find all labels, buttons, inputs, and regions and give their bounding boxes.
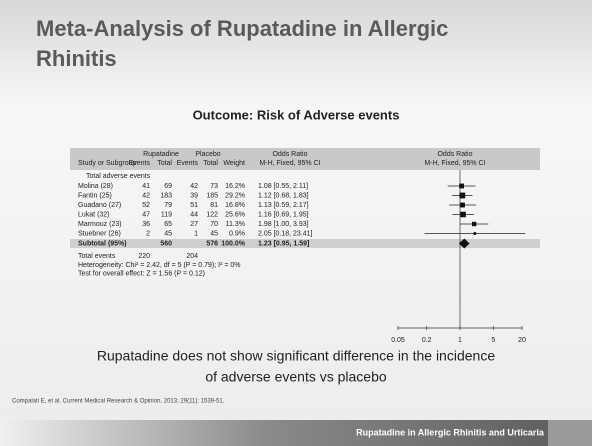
table-cell: 29.2%: [225, 192, 245, 199]
table-cell: Events: [177, 160, 199, 167]
table-cell: 69: [164, 183, 172, 190]
table-cell: 1.12 [0.68, 1.83]: [258, 192, 309, 199]
table-cell: 81: [210, 202, 218, 209]
footer: Rupatadine in Allergic Rhinitis and Urti…: [356, 427, 545, 437]
subtitle: Outcome: Risk of Adverse events: [193, 107, 400, 122]
table-cell: 45: [210, 230, 218, 237]
table-header-bg: [70, 148, 540, 170]
table-cell: M-H, Fixed, 95% CI: [424, 160, 485, 167]
table-cell: 2: [146, 230, 150, 237]
table-cell: Stuebner (26): [78, 230, 121, 237]
table-cell: 0.9%: [229, 230, 245, 237]
axis-tick-label: 1: [458, 337, 462, 344]
table-cell: 2.05 [0.18, 23.41]: [258, 230, 313, 237]
table-cell: 204: [186, 253, 198, 260]
table-cell: 27: [190, 221, 198, 228]
table-cell: 51: [190, 202, 198, 209]
citation: Compalati E, et al. Current Medical Rese…: [12, 399, 225, 405]
table-cell: 65: [164, 221, 172, 228]
table-cell: Total adverse events: [86, 173, 151, 180]
table-cell: 1.23 [0.95, 1.59]: [258, 240, 309, 247]
table-cell: M-H, Fixed, 95% CI: [259, 160, 320, 167]
table-cell: 45: [164, 230, 172, 237]
table-cell: 576: [206, 240, 218, 247]
table-cell: Odds Ratio: [437, 151, 472, 158]
table-cell: Marmouz (23): [78, 221, 122, 228]
study-marker: [459, 192, 466, 199]
table-cell: 52: [142, 202, 150, 209]
title: Rhinitis: [36, 46, 117, 71]
table-cell: 41: [142, 183, 150, 190]
table-cell: 47: [142, 211, 150, 218]
study-marker: [459, 183, 465, 189]
table-cell: 16.8%: [225, 202, 245, 209]
table-cell: Heterogeneity: Chi² = 2.42, df = 5 (P = …: [78, 262, 241, 269]
title: Meta-Analysis of Rupatadine in Allergic: [36, 16, 448, 41]
table-cell: 42: [190, 183, 198, 190]
table-cell: Fantin (25): [78, 192, 112, 199]
table-cell: Placebo: [195, 151, 220, 158]
axis-tick-label: 20: [518, 337, 526, 344]
table-cell: 220: [138, 253, 150, 260]
conclusion: of adverse events vs placebo: [205, 369, 387, 385]
table-cell: 1.98 [1.00, 3.93]: [258, 221, 309, 228]
table-cell: 560: [160, 240, 172, 247]
table-cell: Test for overall effect: Z = 1.56 (P = 0…: [78, 270, 205, 277]
table-cell: 36: [142, 221, 150, 228]
study-marker: [460, 202, 465, 208]
table-cell: Total: [203, 160, 218, 167]
table-cell: 100.0%: [221, 240, 246, 247]
table-cell: 122: [206, 211, 218, 218]
table-cell: Odds Ratio: [272, 151, 307, 158]
table-cell: Events: [129, 160, 151, 167]
table-cell: 25.6%: [225, 211, 245, 218]
footer-bar: [0, 420, 592, 446]
axis-tick-label: 0.05: [391, 337, 405, 344]
table-cell: Rupatadine: [143, 151, 179, 158]
table-cell: 185: [206, 192, 218, 199]
table-cell: 1.08 [0.55, 2.11]: [258, 183, 308, 190]
table-cell: 11.3%: [226, 221, 245, 228]
table-cell: Weight: [223, 160, 245, 167]
footer-block: [548, 420, 592, 446]
table-cell: 79: [164, 202, 172, 209]
table-cell: Study or Subgroup: [78, 160, 136, 167]
table-cell: 183: [160, 192, 172, 199]
axis-tick-label: 5: [491, 337, 495, 344]
table-cell: 42: [142, 192, 150, 199]
conclusion: Rupatadine does not show significant dif…: [97, 348, 495, 364]
table-cell: 44: [190, 211, 198, 218]
table-cell: Molina (28): [78, 183, 113, 190]
table-cell: 1.13 [0.59, 2.17]: [258, 202, 309, 209]
subtotal-bg: [70, 239, 540, 248]
table-cell: Total events: [78, 253, 116, 260]
table-cell: 1.16 [0.69, 1.95]: [258, 211, 309, 218]
table-cell: Subtotal (95%): [78, 240, 127, 247]
pooled-diamond: [458, 238, 470, 249]
table-cell: 73: [210, 183, 218, 190]
study-marker: [471, 221, 477, 227]
study-marker: [460, 211, 466, 218]
table-cell: Lukat (32): [78, 211, 110, 218]
axis-tick-label: 0.2: [422, 337, 432, 344]
study-marker: [473, 232, 477, 235]
table-cell: 16.2%: [225, 183, 245, 190]
table-cell: Total: [157, 160, 172, 167]
table-cell: 119: [161, 211, 172, 218]
table-cell: 39: [190, 192, 198, 199]
table-cell: Guadano (27): [78, 202, 121, 209]
table-cell: 70: [210, 221, 218, 228]
table-cell: 1: [194, 230, 198, 237]
